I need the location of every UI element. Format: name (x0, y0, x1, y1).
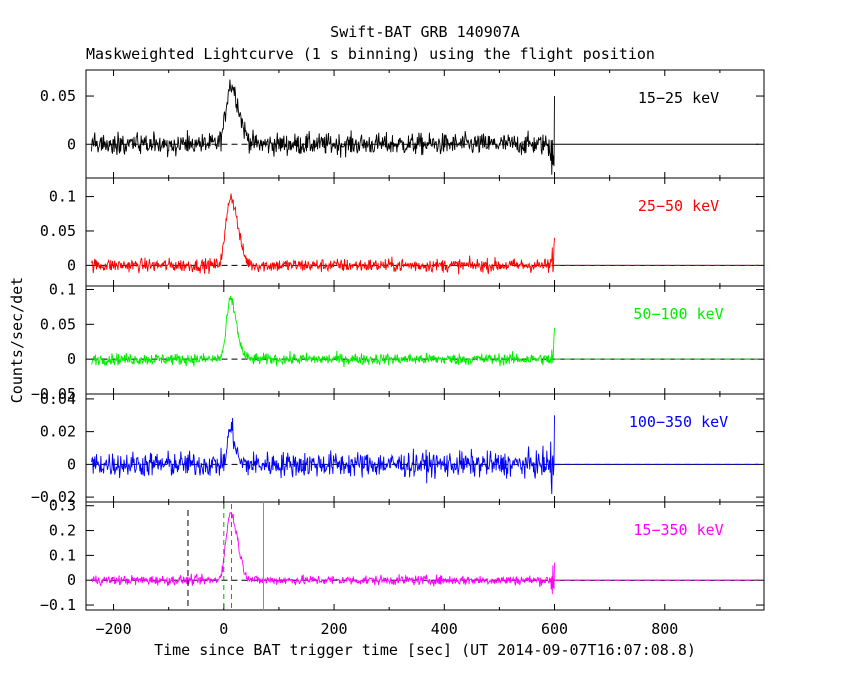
y-tick-label: 0.05 (40, 87, 76, 105)
y-tick-label: −0.05 (31, 385, 76, 403)
panel-5: −0.1 0 0.1 0.2 0.3 15−350 keV (40, 497, 765, 614)
y-tick-label: 0.3 (49, 497, 76, 515)
x-axis-label: Time since BAT trigger time [sec] (UT 20… (154, 641, 696, 659)
band-label: 15−25 keV (638, 89, 719, 107)
band-label: 100−350 keV (629, 413, 728, 431)
y-tick-label: 0.04 (40, 390, 76, 408)
y-tick-label: 0.1 (49, 280, 76, 298)
panel-frame (85, 177, 765, 287)
y-tick-label: −0.1 (40, 596, 76, 614)
y-axis-label: Counts/sec/det (8, 277, 26, 403)
band-label: 25−50 keV (638, 197, 719, 215)
series-line (91, 415, 555, 495)
band-label: 15−350 keV (633, 521, 723, 539)
x-tick-label: 800 (651, 620, 678, 638)
panel-frame (85, 69, 765, 179)
x-tick-label: 0 (219, 620, 228, 638)
chart-subtitle: Maskweighted Lightcurve (1 s binning) us… (86, 45, 655, 63)
series-line (91, 79, 555, 175)
panel-4: −0.02 0 0.02 0.04 100−350 keV (31, 390, 765, 506)
series-line (91, 512, 555, 595)
y-tick-label: 0.2 (49, 522, 76, 540)
y-tick-label: 0.1 (49, 188, 76, 206)
y-tick-label: 0 (67, 455, 76, 473)
panel-1: 0 0.05 15−25 keV (40, 69, 765, 179)
panel-frame (85, 285, 765, 395)
y-tick-label: 0 (67, 571, 76, 589)
y-tick-label: 0.02 (40, 423, 76, 441)
y-tick-label: −0.02 (31, 488, 76, 506)
x-tick-label: 400 (431, 620, 458, 638)
x-tick-label: −200 (95, 620, 131, 638)
y-tick-label: 0.1 (49, 546, 76, 564)
series-line (91, 296, 555, 368)
panel-2: 0 0.05 0.1 25−50 keV (40, 177, 765, 287)
series-line (91, 193, 555, 275)
panels: 0 0.05 15−25 keV 0 0.05 0.1 25−50 keV −0.05 0 0.0… (31, 69, 765, 638)
y-tick-label: 0.05 (40, 222, 76, 240)
panel-frame (85, 501, 765, 611)
y-tick-label: 0.05 (40, 315, 76, 333)
y-tick-label: 0 (67, 350, 76, 368)
panel-frame (85, 393, 765, 503)
panel-3: −0.05 0 0.05 0.1 50−100 keV (31, 280, 765, 403)
x-tick-label: 600 (541, 620, 568, 638)
y-tick-label: 0 (67, 135, 76, 153)
y-tick-label: 0 (67, 256, 76, 274)
chart-title: Swift-BAT GRB 140907A (330, 23, 520, 41)
band-label: 50−100 keV (633, 305, 723, 323)
x-tick-label: 200 (321, 620, 348, 638)
